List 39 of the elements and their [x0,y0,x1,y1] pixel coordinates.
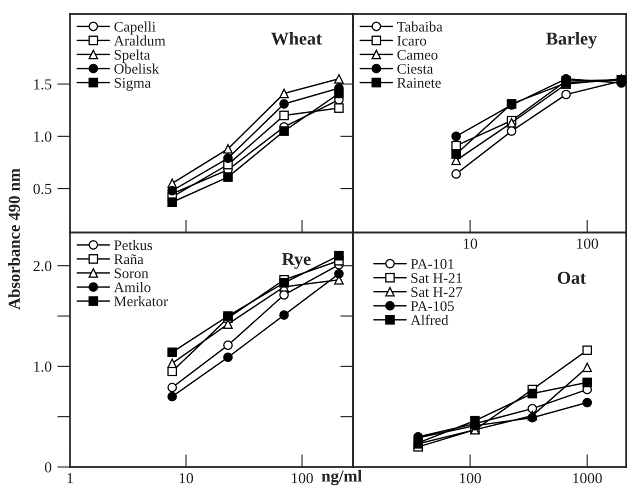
y-axis-title: Absorbance 490 nm [8,168,20,310]
legend-label: PA-101 [410,259,454,269]
legend-label: Spelta [114,49,150,63]
x-tick-label: 100 [292,472,313,484]
x-tick-label: 1000 [573,472,602,484]
text: Barley [546,32,597,48]
legend-label: Raña [114,254,144,264]
legend-label: Soron [114,268,148,278]
legend-label: Sat H-21 [411,273,462,283]
x-tick-label: 100 [460,472,481,484]
legend-label: PA-105 [410,301,454,312]
legend-label: Araldum [114,35,166,46]
y-tick-label: 1.0 [34,361,52,372]
y-tick-label: 0.5 [33,184,52,194]
text: Oat [558,272,586,284]
legend-label: Capelli [114,21,156,35]
y-tick-label: 1.5 [34,79,52,90]
legend-label: Tabaiba [397,21,442,32]
legend-label: Merkator [114,296,168,306]
legend-label: Alfred [410,314,448,326]
y-tick-label: 1.0 [34,131,52,142]
y-tick-label: 2.0 [34,260,52,272]
legend-label: Ciesta [397,64,433,74]
text: Rye [282,253,311,269]
x-tick-label: 100 [577,238,598,249]
legend-label: Sigma [114,78,151,91]
y-tick-label: 0 [44,462,52,472]
legend-label: Petkus [114,240,152,250]
legend-label: Cameo [397,50,438,60]
legend-label: Rainete [397,78,441,88]
text: Wheat [271,32,322,45]
x-axis-title: ng/ml [322,470,362,486]
legend-label: Obelisk [114,64,160,74]
x-tick-label: 10 [180,472,194,484]
legend-label: Amilo [114,282,150,292]
legend-label: Sat H-27 [411,287,462,297]
x-tick-label: 10 [464,238,478,249]
x-tick-label: 1 [68,473,73,484]
legend-label: Icaro [397,36,426,46]
